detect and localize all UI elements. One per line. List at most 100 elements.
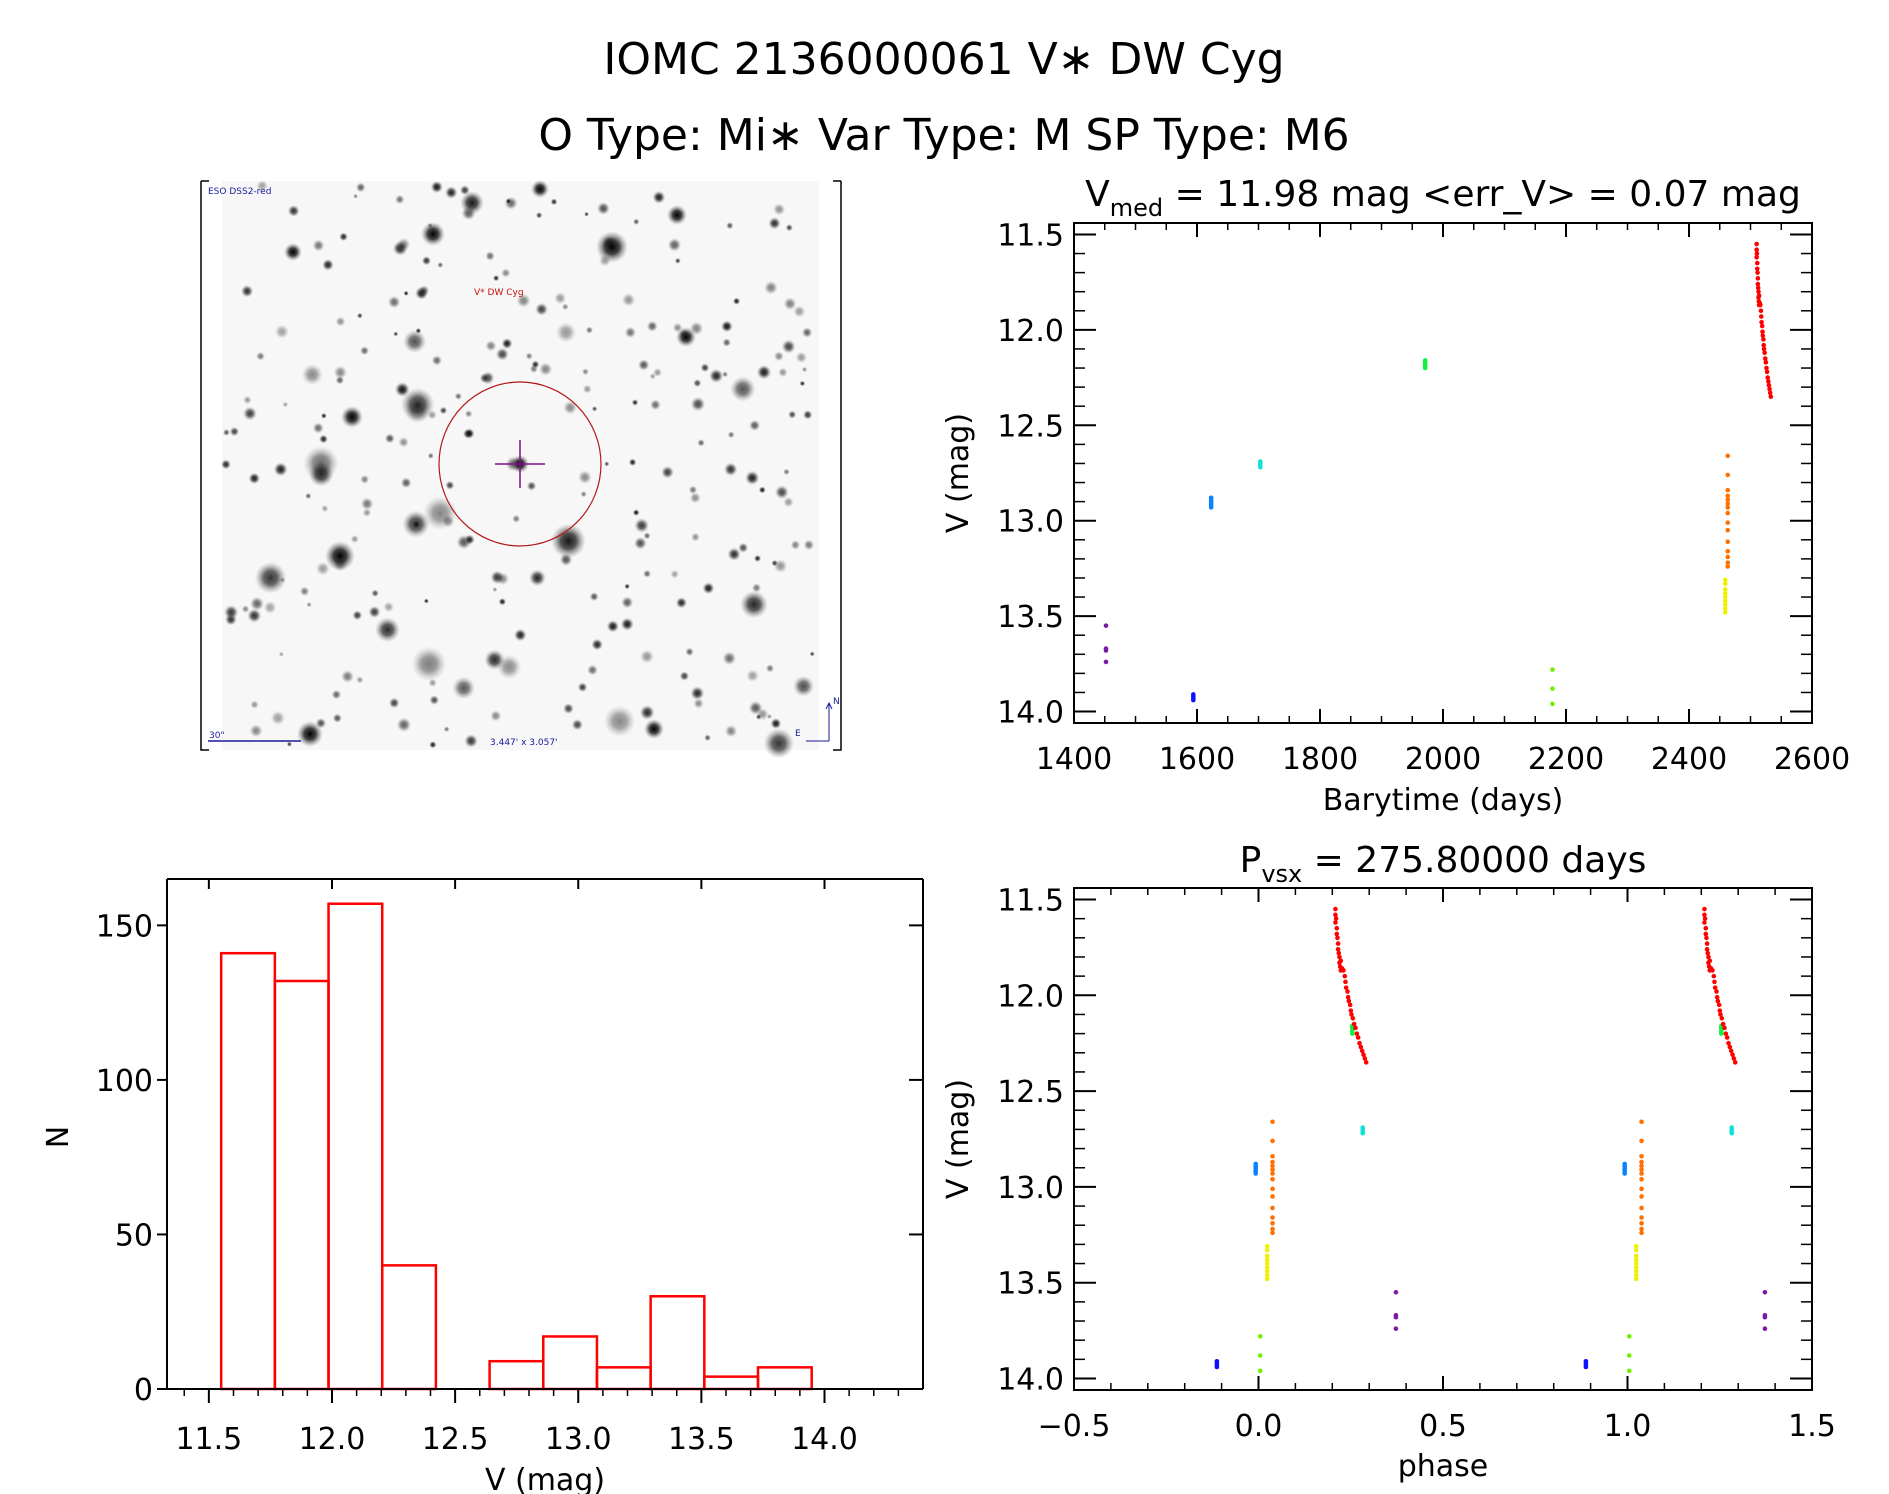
star xyxy=(374,617,400,643)
phase-point xyxy=(1633,1243,1639,1249)
x-tick-label: 2400 xyxy=(1651,742,1727,777)
star xyxy=(639,705,655,720)
observation-point xyxy=(1759,323,1765,329)
bright-star xyxy=(325,541,355,571)
y-tick-label: 14.0 xyxy=(997,1363,1064,1398)
x-tick-label: 2000 xyxy=(1405,742,1481,777)
star xyxy=(587,664,598,676)
star xyxy=(538,362,553,376)
star xyxy=(781,339,796,354)
phase-point xyxy=(1333,912,1338,918)
phase-point xyxy=(1639,1230,1644,1236)
phase-point xyxy=(1704,941,1710,946)
histogram-bar xyxy=(380,1264,438,1391)
phase-point xyxy=(1337,954,1342,960)
phase-point xyxy=(1270,1153,1275,1159)
observation-point xyxy=(1754,241,1759,247)
x-tick-label: 12.5 xyxy=(422,1422,489,1457)
observation-point xyxy=(1550,701,1555,707)
observation-point xyxy=(1725,505,1731,510)
phase-point xyxy=(1345,989,1350,994)
observation-point xyxy=(1725,527,1731,533)
star xyxy=(634,518,650,533)
star xyxy=(360,497,374,511)
star xyxy=(356,312,363,319)
observation-point xyxy=(1758,302,1763,308)
star xyxy=(479,373,490,384)
phase-point xyxy=(1257,1334,1263,1339)
phase-point xyxy=(1720,1021,1726,1027)
star xyxy=(606,620,619,633)
star xyxy=(802,410,813,420)
phase-point xyxy=(1341,968,1346,973)
y-tick-label: 13.5 xyxy=(997,1267,1064,1302)
star xyxy=(464,428,475,439)
star xyxy=(667,238,682,252)
phase-point xyxy=(1707,958,1713,964)
y-axis-label: N xyxy=(41,1126,76,1148)
star xyxy=(398,436,409,448)
phase-point xyxy=(1726,1040,1731,1046)
phase-point xyxy=(1622,1171,1627,1176)
x-tick-label: 13.0 xyxy=(545,1422,612,1457)
x-axis-label: phase xyxy=(1398,1449,1489,1484)
star xyxy=(765,664,775,673)
phase-point xyxy=(1702,916,1708,921)
x-tick-label: 14.0 xyxy=(791,1422,858,1457)
phase-point xyxy=(1351,1021,1357,1027)
star xyxy=(248,472,261,485)
star xyxy=(773,558,788,574)
star xyxy=(643,532,651,540)
y-tick-label: 13.5 xyxy=(997,600,1064,635)
star xyxy=(353,193,359,199)
star xyxy=(652,367,663,378)
east-label: E xyxy=(795,729,801,739)
observation-point xyxy=(1765,375,1771,380)
x-tick-label: 0.0 xyxy=(1235,1409,1283,1444)
phase-point xyxy=(1342,973,1348,979)
star xyxy=(429,741,437,749)
star xyxy=(581,368,589,376)
observation-point xyxy=(1759,319,1764,325)
phase-point xyxy=(1361,1052,1366,1057)
phase-plot-title: Pvsx = 275.80000 days xyxy=(1240,840,1647,888)
x-tick-label: 2600 xyxy=(1774,742,1850,777)
star xyxy=(421,255,432,266)
phase-point xyxy=(1264,1268,1270,1274)
phase-point xyxy=(1270,1221,1275,1226)
star xyxy=(394,194,405,205)
star xyxy=(492,274,500,282)
star xyxy=(764,280,778,295)
y-tick-label: 12.5 xyxy=(997,409,1064,444)
y-tick-label: 0 xyxy=(134,1373,153,1408)
phase-point xyxy=(1270,1138,1275,1144)
star xyxy=(437,261,444,269)
star xyxy=(331,689,342,700)
star xyxy=(249,596,265,611)
star xyxy=(722,371,729,378)
phase-point xyxy=(1639,1205,1644,1211)
star xyxy=(400,477,412,489)
observation-point xyxy=(1722,602,1728,607)
star xyxy=(783,297,797,311)
phase-point xyxy=(1270,1205,1275,1211)
star xyxy=(464,410,473,418)
star xyxy=(685,647,694,657)
fov-label: 3.447' x 3.057' xyxy=(490,738,558,748)
observation-point xyxy=(1761,346,1767,352)
star xyxy=(531,360,540,369)
star xyxy=(319,434,328,444)
star xyxy=(273,462,288,477)
star xyxy=(745,470,760,486)
phase-point xyxy=(1333,920,1338,925)
observation-point xyxy=(1725,564,1731,569)
phase-point xyxy=(1353,1025,1358,1031)
star xyxy=(516,293,531,308)
star xyxy=(411,646,447,682)
star xyxy=(526,481,537,491)
star xyxy=(693,378,702,388)
phase-point xyxy=(1363,1060,1369,1065)
data-points xyxy=(1103,241,1774,707)
